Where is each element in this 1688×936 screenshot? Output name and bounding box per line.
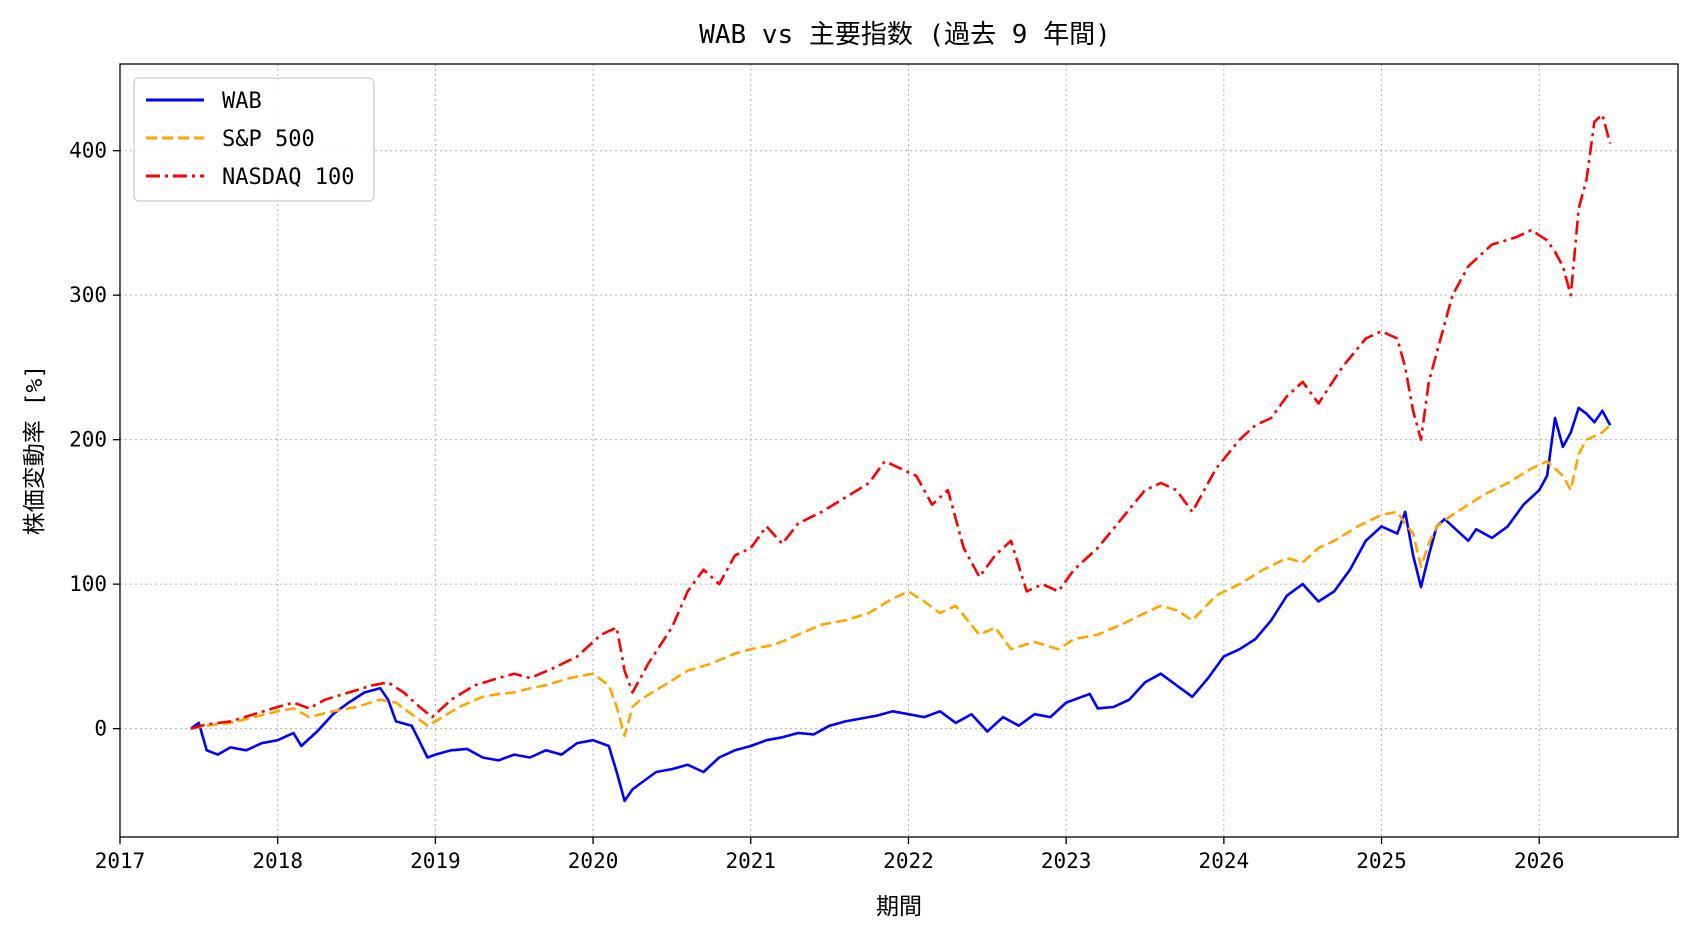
series-line-sp500 [190, 424, 1612, 738]
series-line-nasdaq100 [190, 113, 1612, 730]
series-group [190, 113, 1612, 803]
y-tick-label: 100 [69, 572, 107, 596]
y-tick-label: 0 [94, 717, 107, 741]
x-tick-label: 2024 [1199, 849, 1250, 873]
y-axis: 0 100 200 300 400 [69, 139, 120, 741]
legend-label-nasdaq100: NASDAQ 100 [222, 165, 354, 190]
y-tick-label: 200 [69, 428, 107, 452]
x-tick-label: 2020 [568, 849, 619, 873]
x-tick-label: 2017 [95, 849, 146, 873]
series-line-wab [190, 406, 1612, 803]
legend-label-wab: WAB [222, 89, 262, 114]
x-axis: 2017 2018 2019 2020 2021 2022 2023 2024 2025 2026 [95, 837, 1565, 873]
legend-box [133, 77, 375, 202]
y-axis-label: 株価変動率 [%] [22, 365, 48, 535]
x-tick-label: 2019 [410, 849, 461, 873]
x-tick-label: 2022 [883, 849, 934, 873]
x-axis-label: 期間 [876, 894, 922, 920]
x-tick-label: 2025 [1356, 849, 1407, 873]
legend: WAB S&P 500 NASDAQ 100 [133, 77, 375, 202]
x-tick-label: 2023 [1041, 849, 1092, 873]
plot-area-frame [119, 63, 1679, 838]
x-tick-label: 2018 [252, 849, 303, 873]
legend-label-sp500: S&P 500 [222, 127, 315, 152]
chart-title: WAB vs 主要指数 (過去 9 年間) [699, 20, 1111, 50]
x-tick-label: 2021 [725, 849, 776, 873]
x-tick-label: 2026 [1514, 849, 1565, 873]
y-tick-label: 400 [69, 139, 107, 163]
y-tick-label: 300 [69, 283, 107, 307]
